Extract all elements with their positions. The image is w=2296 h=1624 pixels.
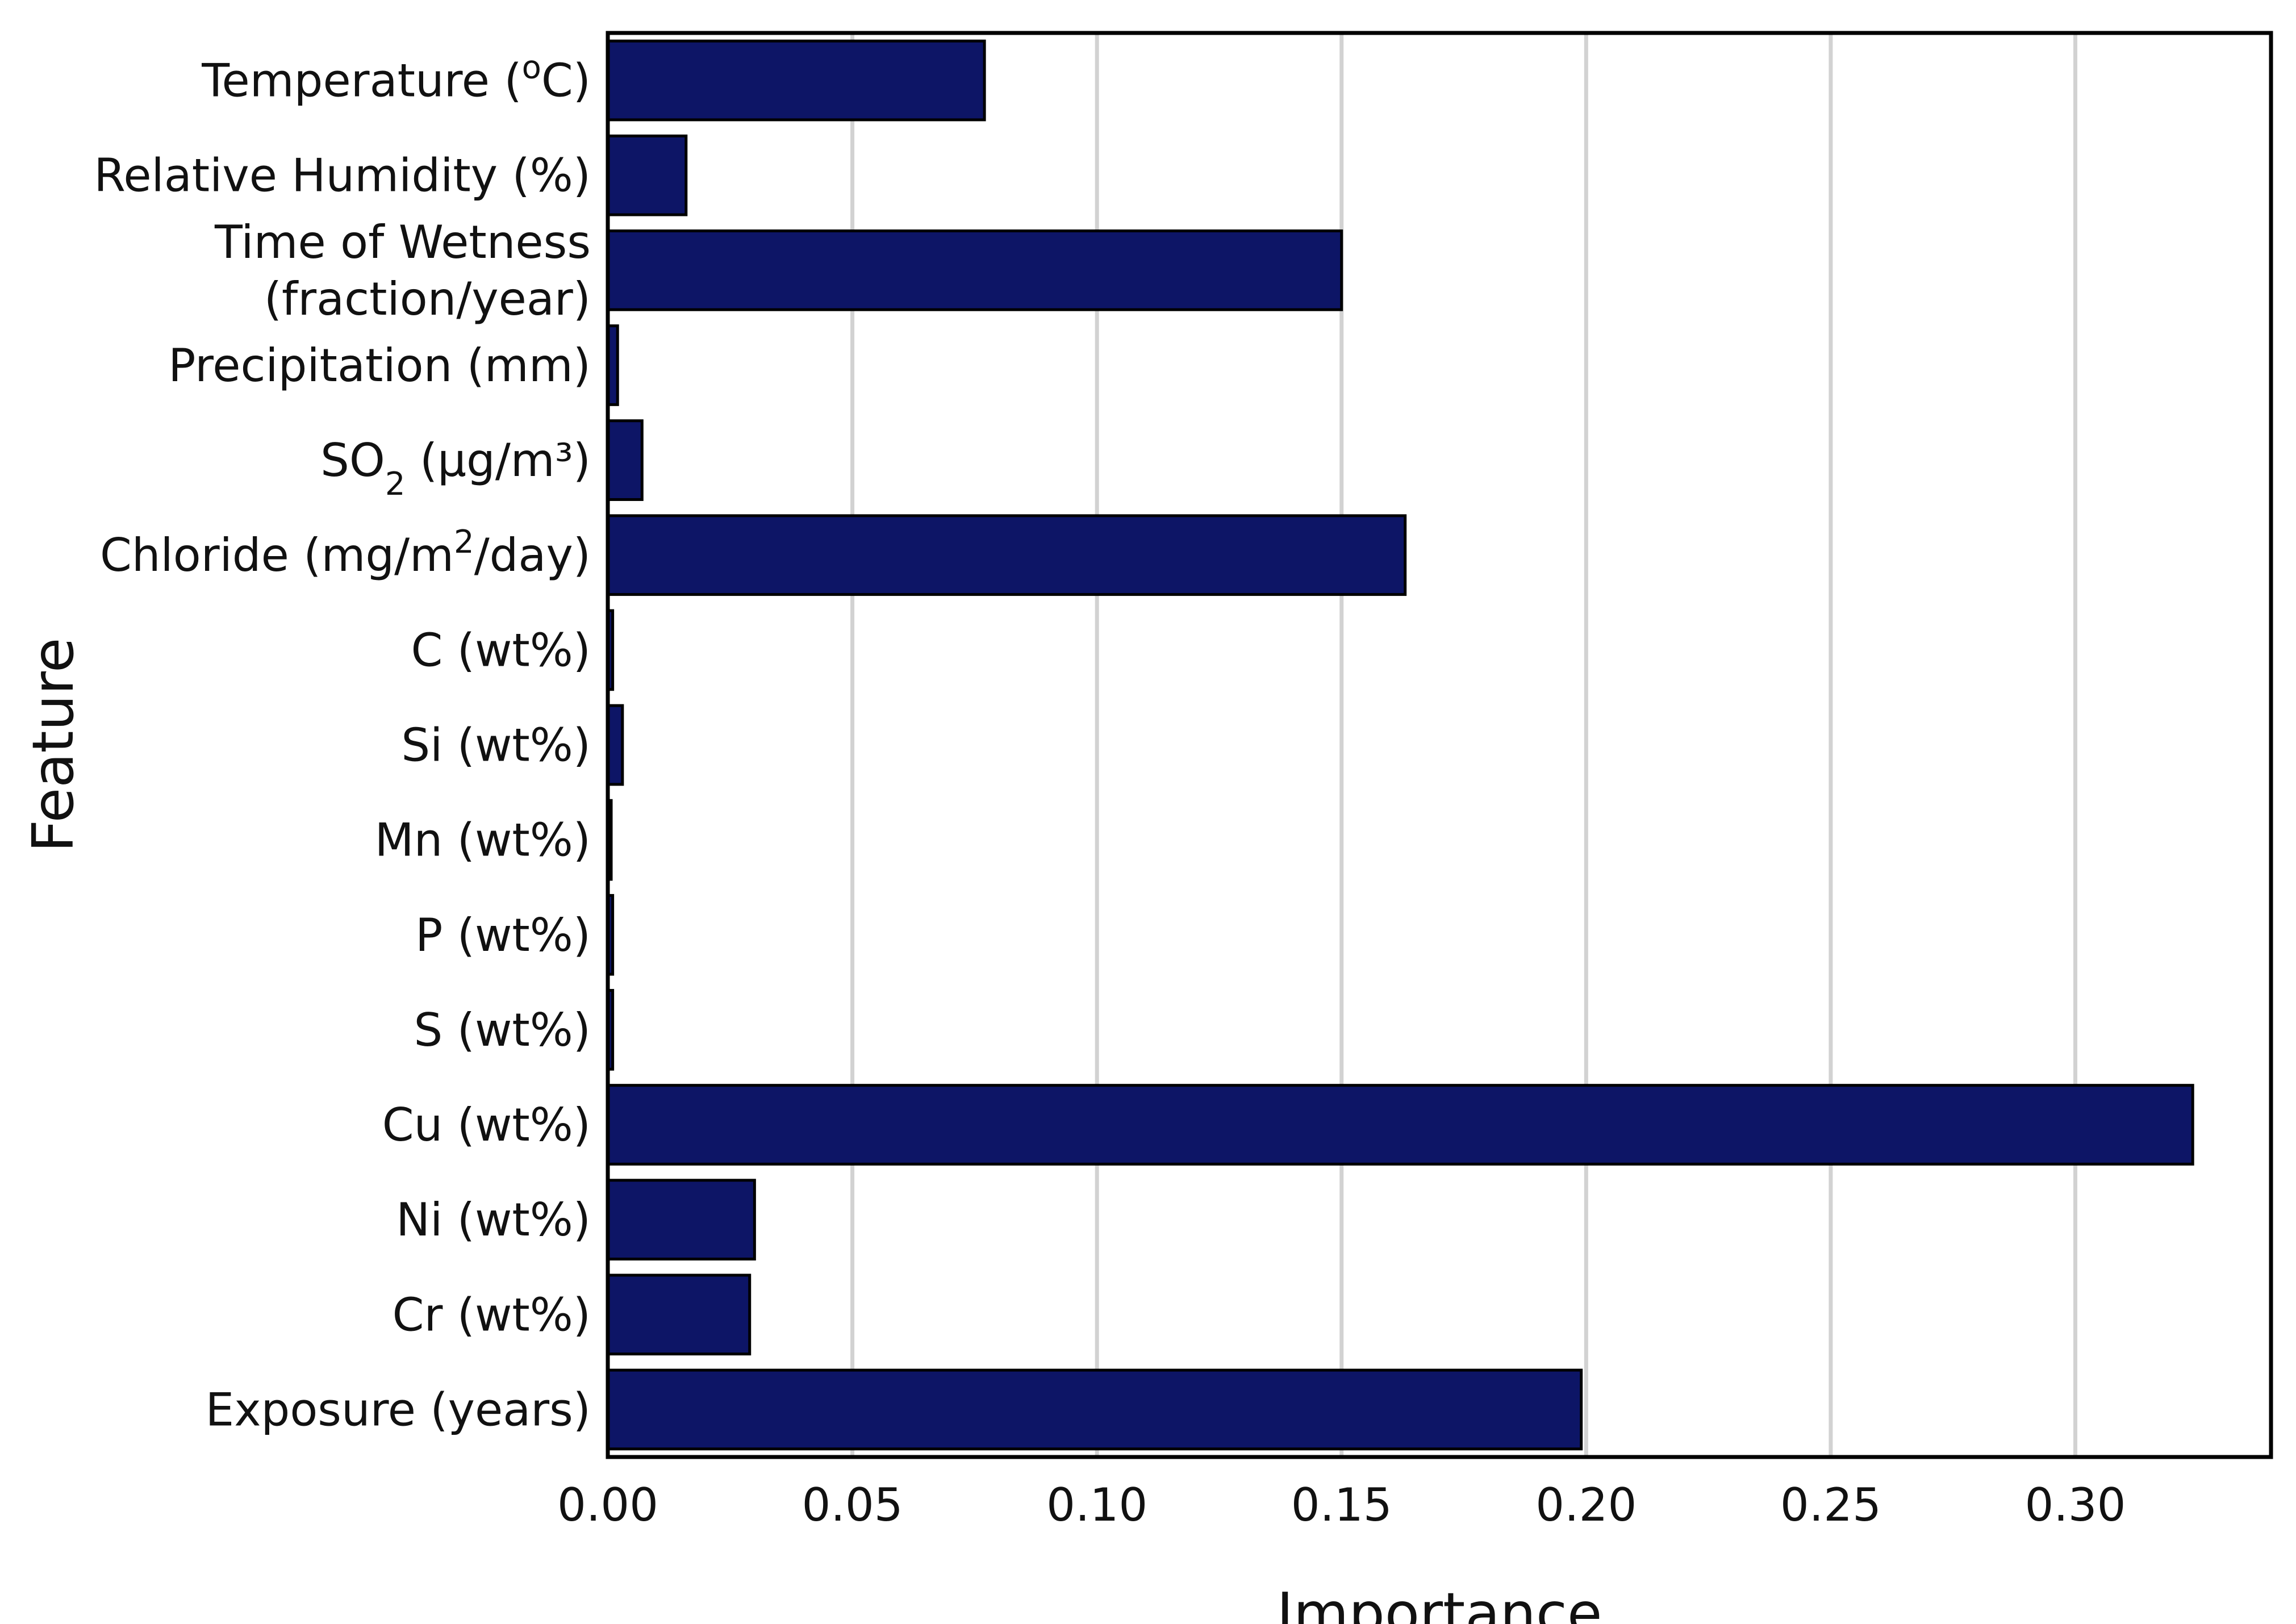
x-axis-title: Importance [1276, 1580, 1602, 1624]
bars [606, 39, 2194, 1451]
bar [606, 229, 1343, 311]
category-label: Ni (wt%) [396, 1193, 591, 1246]
bar [606, 39, 986, 122]
category-label: Relative Humidity (%) [94, 149, 591, 202]
x-tick-labels: 0.00 0.05 0.10 0.15 0.20 0.25 0.30 [557, 1479, 2126, 1531]
bar [606, 1368, 1583, 1451]
x-tick-label: 0.10 [1046, 1479, 1147, 1531]
category-label: Cu (wt%) [382, 1099, 591, 1151]
category-label: P (wt%) [415, 909, 591, 962]
bar [606, 1084, 2194, 1166]
category-label: Exposure (years) [206, 1383, 591, 1436]
bar [606, 134, 688, 216]
x-tick-label: 0.25 [1780, 1479, 1881, 1531]
y-axis-title: Feature [20, 638, 86, 853]
x-tick-label: 0.30 [2024, 1479, 2126, 1531]
category-label: Chloride (mg/m2/day) [100, 524, 591, 582]
bar [606, 1274, 752, 1356]
plot-frame [606, 31, 2273, 1459]
x-tick-label: 0.15 [1291, 1479, 1392, 1531]
bar [606, 514, 1407, 596]
x-tick-label: 0.00 [557, 1479, 658, 1531]
category-label: S (wt%) [414, 1004, 591, 1057]
category-label: C (wt%) [411, 624, 591, 677]
bar [606, 704, 624, 786]
category-label: Time of Wetness (fraction/year) [214, 216, 591, 325]
category-label: Si (wt%) [401, 719, 591, 772]
category-label: Temperature (oC) [201, 49, 591, 107]
bar [606, 1179, 756, 1261]
x-tick-label: 0.05 [802, 1479, 903, 1531]
x-tick-label: 0.20 [1535, 1479, 1637, 1531]
category-label: Mn (wt%) [375, 814, 591, 867]
category-label: Cr (wt%) [393, 1288, 591, 1341]
category-label: SO2 (µg/m³) [320, 434, 591, 503]
y-category-labels: Temperature (oC) Relative Humidity (%) Tim… [94, 49, 591, 1436]
category-label: Precipitation (mm) [168, 339, 591, 392]
bar [606, 419, 644, 501]
